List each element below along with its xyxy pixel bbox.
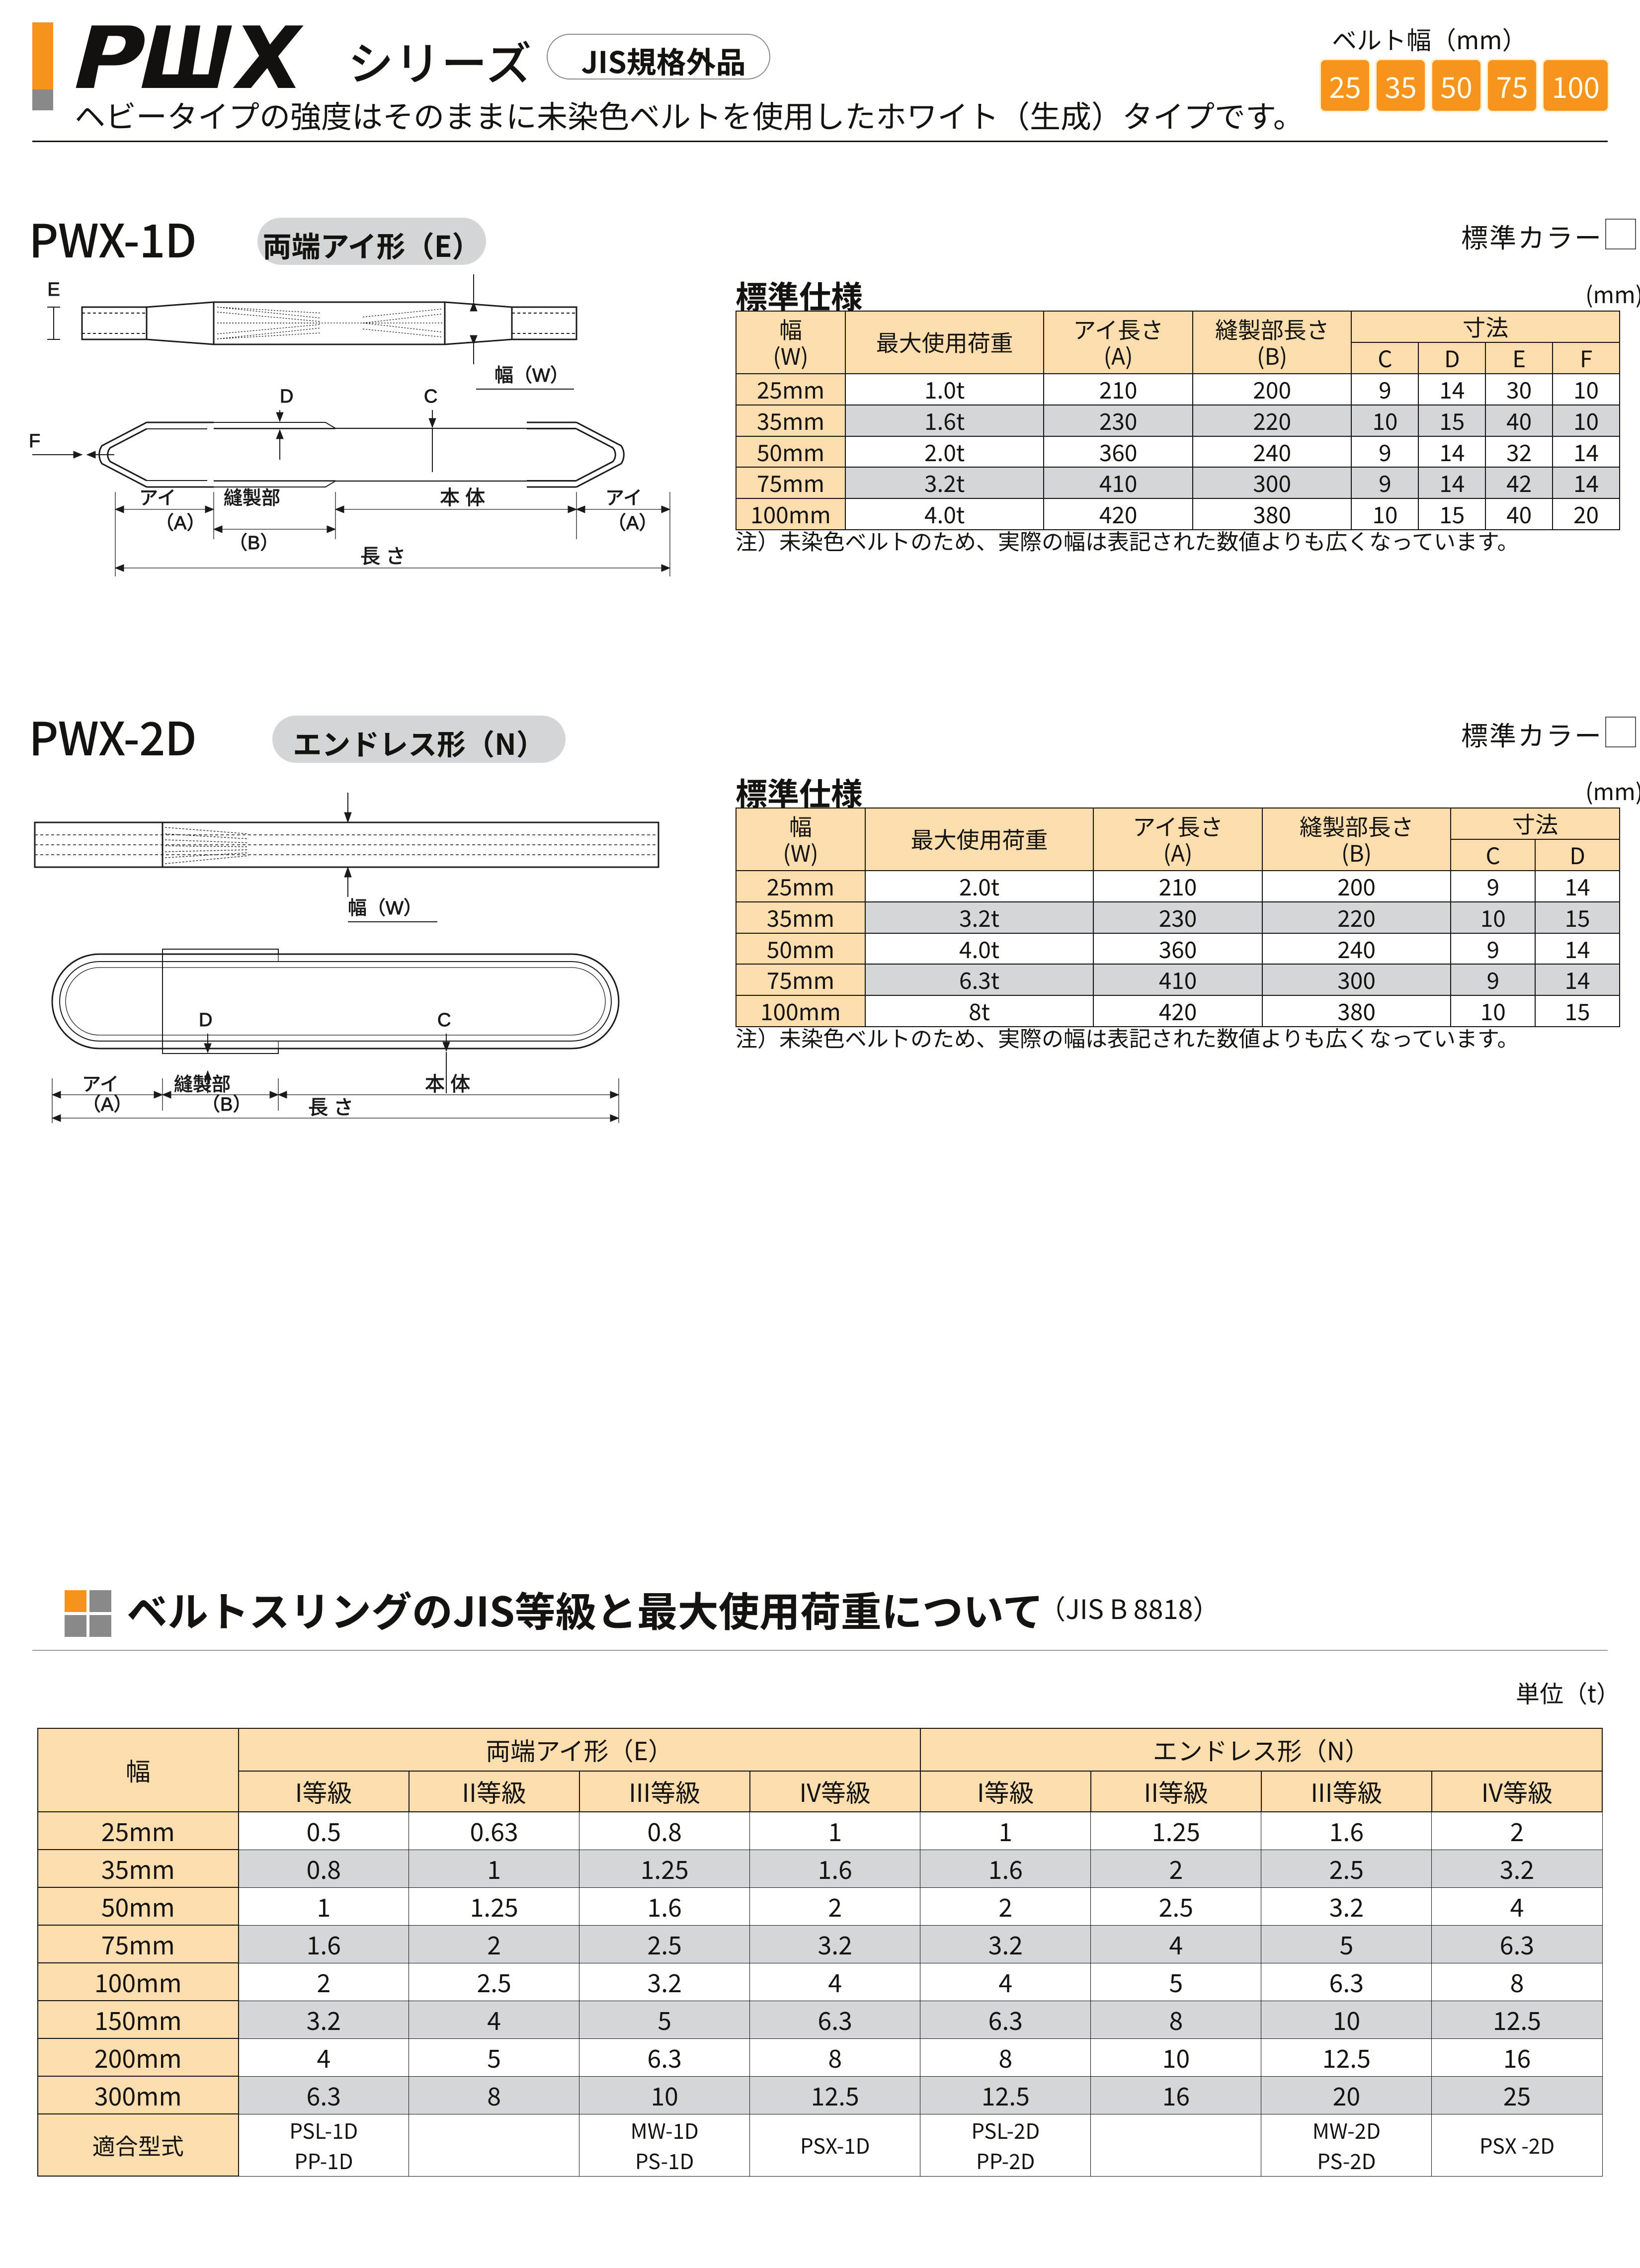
svg-text:（A）: （A） — [155, 513, 205, 534]
svg-text:縫製部: 縫製部 — [224, 488, 280, 509]
svg-text:幅（W）: 幅（W） — [494, 365, 569, 386]
svg-text:長 さ: 長 さ — [308, 1097, 353, 1119]
svg-text:C: C — [437, 1010, 451, 1031]
svg-text:（B）: （B） — [201, 1094, 251, 1115]
svg-text:長 さ: 長 さ — [360, 546, 406, 567]
svg-text:アイ: アイ — [82, 1074, 119, 1095]
svg-text:D: D — [280, 386, 293, 407]
svg-text:（A）: （A） — [82, 1094, 132, 1115]
svg-text:アイ: アイ — [605, 488, 642, 509]
svg-text:幅（W）: 幅（W） — [348, 898, 422, 919]
svg-text:（B）: （B） — [229, 533, 279, 554]
svg-text:F: F — [29, 431, 40, 452]
svg-text:本 体: 本 体 — [440, 487, 485, 509]
svg-text:アイ: アイ — [139, 488, 176, 509]
svg-text:D: D — [199, 1010, 212, 1031]
svg-text:（A）: （A） — [607, 513, 657, 534]
svg-text:C: C — [424, 386, 437, 407]
svg-text:本 体: 本 体 — [425, 1073, 470, 1095]
svg-text:縫製部: 縫製部 — [174, 1074, 231, 1095]
svg-text:E: E — [47, 279, 60, 300]
